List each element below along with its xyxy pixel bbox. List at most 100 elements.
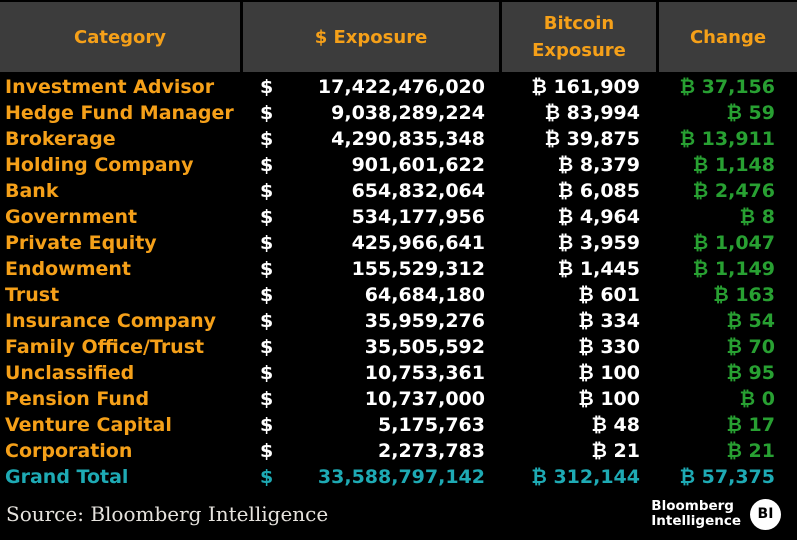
btc-value: ₿ 83,994 <box>544 102 640 124</box>
category-cell: Brokerage <box>5 128 116 150</box>
table-row: Investment Advisor $ 17,422,476,020 ₿ 16… <box>0 74 797 100</box>
change-value: ₿ 54 <box>726 310 775 332</box>
btc-exposure-cell: ₿ 161,909 <box>502 74 656 100</box>
change-value: ₿ 1,047 <box>692 232 775 254</box>
btc-value: ₿ 1,445 <box>557 258 640 280</box>
btc-exposure-cell: ₿ 3,959 <box>502 230 656 256</box>
table-row: Insurance Company $ 35,959,276 ₿ 334 ₿ 5… <box>0 308 797 334</box>
change-value: ₿ 59 <box>726 102 775 124</box>
usd-exposure-cell: $ 17,422,476,020 <box>243 74 499 100</box>
table-row: Corporation $ 2,273,783 ₿ 21 ₿ 21 <box>0 438 797 464</box>
table-row: Endowment $ 155,529,312 ₿ 1,445 ₿ 1,149 <box>0 256 797 282</box>
category-cell: Family Office/Trust <box>5 336 205 358</box>
usd-value: 64,684,180 <box>364 284 485 306</box>
change-cell: ₿ 17 <box>659 412 797 438</box>
btc-value: ₿ 330 <box>578 336 640 358</box>
change-cell: ₿ 1,148 <box>659 152 797 178</box>
change-value: ₿ 13,911 <box>679 128 775 150</box>
btc-value: ₿ 100 <box>578 388 640 410</box>
change-value: ₿ 0 <box>739 388 775 410</box>
usd-exposure-cell: $ 5,175,763 <box>243 412 499 438</box>
change-cell: ₿ 13,911 <box>659 126 797 152</box>
btc-value: ₿ 4,964 <box>557 206 640 228</box>
dollar-sign-icon: $ <box>260 388 274 410</box>
table-row: Family Office/Trust $ 35,505,592 ₿ 330 ₿… <box>0 334 797 360</box>
btc-exposure-cell: ₿ 6,085 <box>502 178 656 204</box>
change-value: ₿ 21 <box>726 440 775 462</box>
usd-value: 2,273,783 <box>378 440 485 462</box>
usd-value: 10,737,000 <box>364 388 485 410</box>
dollar-sign-icon: $ <box>260 206 274 228</box>
btc-exposure-cell: ₿ 1,445 <box>502 256 656 282</box>
usd-value: 17,422,476,020 <box>317 76 485 98</box>
category-cell: Investment Advisor <box>5 76 215 98</box>
dollar-sign-icon: $ <box>260 466 274 488</box>
change-value: ₿ 95 <box>726 362 775 384</box>
table-row: Bank $ 654,832,064 ₿ 6,085 ₿ 2,476 <box>0 178 797 204</box>
category-cell: Hedge Fund Manager <box>5 102 234 124</box>
change-value: ₿ 8 <box>739 206 775 228</box>
btc-exposure-cell: ₿ 83,994 <box>502 100 656 126</box>
btc-value: ₿ 8,379 <box>557 154 640 176</box>
table-body: Investment Advisor $ 17,422,476,020 ₿ 16… <box>0 74 797 490</box>
bloomberg-intelligence-logo: Bloomberg Intelligence BI <box>651 498 781 530</box>
change-value: ₿ 70 <box>726 336 775 358</box>
table-row: Pension Fund $ 10,737,000 ₿ 100 ₿ 0 <box>0 386 797 412</box>
btc-value: ₿ 39,875 <box>544 128 640 150</box>
dollar-sign-icon: $ <box>260 232 274 254</box>
dollar-sign-icon: $ <box>260 102 274 124</box>
dollar-sign-icon: $ <box>260 362 274 384</box>
category-cell: Holding Company <box>5 154 194 176</box>
dollar-sign-icon: $ <box>260 258 274 280</box>
change-value: ₿ 163 <box>713 284 775 306</box>
category-cell: Unclassified <box>5 362 135 384</box>
usd-value: 155,529,312 <box>351 258 485 280</box>
table-row: Venture Capital $ 5,175,763 ₿ 48 ₿ 17 <box>0 412 797 438</box>
category-cell: Corporation <box>5 440 133 462</box>
logo-line2: Intelligence <box>651 513 741 529</box>
change-cell: ₿ 37,156 <box>659 74 797 100</box>
btc-value: ₿ 3,959 <box>557 232 640 254</box>
dollar-sign-icon: $ <box>260 440 274 462</box>
usd-exposure-cell: $ 425,966,641 <box>243 230 499 256</box>
usd-value: 33,588,797,142 <box>317 466 485 488</box>
table-row: Hedge Fund Manager $ 9,038,289,224 ₿ 83,… <box>0 100 797 126</box>
table-row: Grand Total $ 33,588,797,142 ₿ 312,144 ₿… <box>0 464 797 490</box>
btc-exposure-cell: ₿ 334 <box>502 308 656 334</box>
table-row: Government $ 534,177,956 ₿ 4,964 ₿ 8 <box>0 204 797 230</box>
category-cell: Government <box>5 206 138 228</box>
bi-badge-icon: BI <box>750 498 781 530</box>
category-cell: Venture Capital <box>5 414 172 436</box>
change-cell: ₿ 54 <box>659 308 797 334</box>
btc-value: ₿ 21 <box>591 440 640 462</box>
usd-exposure-cell: $ 64,684,180 <box>243 282 499 308</box>
btc-value: ₿ 601 <box>578 284 640 306</box>
btc-value: ₿ 161,909 <box>531 76 640 98</box>
change-cell: ₿ 8 <box>659 204 797 230</box>
table-row: Brokerage $ 4,290,835,348 ₿ 39,875 ₿ 13,… <box>0 126 797 152</box>
header-dollar-exposure: $ Exposure <box>243 2 499 72</box>
category-cell: Trust <box>5 284 60 306</box>
category-cell: Pension Fund <box>5 388 150 410</box>
change-cell: ₿ 21 <box>659 438 797 464</box>
change-cell: ₿ 163 <box>659 282 797 308</box>
header-change: Change <box>659 2 797 72</box>
change-cell: ₿ 1,047 <box>659 230 797 256</box>
usd-exposure-cell: $ 33,588,797,142 <box>243 464 499 490</box>
btc-exposure-cell: ₿ 8,379 <box>502 152 656 178</box>
btc-exposure-cell: ₿ 312,144 <box>502 464 656 490</box>
usd-value: 901,601,622 <box>351 154 485 176</box>
usd-exposure-cell: $ 4,290,835,348 <box>243 126 499 152</box>
usd-exposure-cell: $ 534,177,956 <box>243 204 499 230</box>
change-cell: ₿ 70 <box>659 334 797 360</box>
table-header: Category $ Exposure Bitcoin Exposure Cha… <box>0 2 797 72</box>
category-cell: Bank <box>5 180 59 202</box>
btc-exposure-cell: ₿ 48 <box>502 412 656 438</box>
usd-value: 4,290,835,348 <box>331 128 485 150</box>
usd-exposure-cell: $ 654,832,064 <box>243 178 499 204</box>
usd-value: 5,175,763 <box>378 414 485 436</box>
usd-exposure-cell: $ 9,038,289,224 <box>243 100 499 126</box>
btc-value: ₿ 48 <box>591 414 640 436</box>
usd-exposure-cell: $ 155,529,312 <box>243 256 499 282</box>
footer: Source: Bloomberg Intelligence Bloomberg… <box>0 490 797 538</box>
